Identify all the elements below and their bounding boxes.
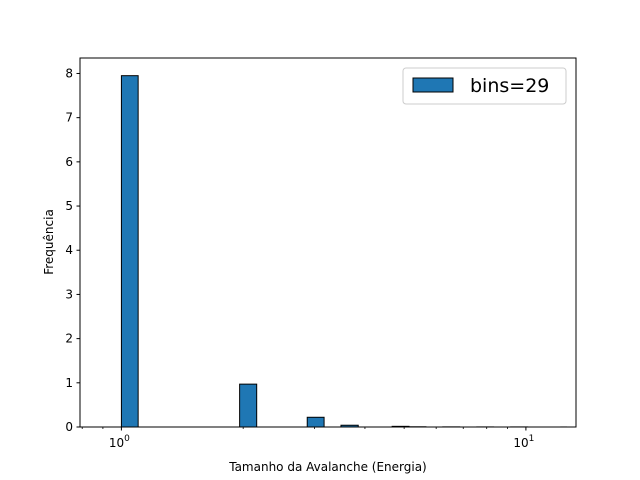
y-tick-label: 6 (65, 155, 73, 169)
y-tick-label: 2 (65, 332, 73, 346)
y-axis-label: Frequência (42, 209, 56, 275)
plot-frame (79, 57, 577, 428)
y-tick-label: 4 (65, 243, 73, 257)
histogram-bar-11 (306, 416, 325, 428)
legend-label: bins=29 (470, 75, 549, 97)
y-axis-ticks: 0 1 2 3 4 5 6 7 8 (65, 66, 80, 434)
y-tick-label: 7 (65, 111, 73, 125)
legend-swatch (412, 77, 454, 93)
y-tick-label: 0 (65, 420, 73, 434)
y-tick-label: 3 (65, 287, 73, 301)
histogram-bar-7 (239, 383, 258, 428)
histogram-bar-0 (120, 75, 139, 428)
y-tick-label: 8 (65, 66, 73, 80)
legend: bins=29 (402, 67, 567, 105)
x-axis-label: Tamanho da Avalanche (Energia) (228, 460, 427, 474)
legend-box (402, 67, 567, 105)
y-tick-label: 5 (65, 199, 73, 213)
y-tick-label: 1 (65, 376, 73, 390)
